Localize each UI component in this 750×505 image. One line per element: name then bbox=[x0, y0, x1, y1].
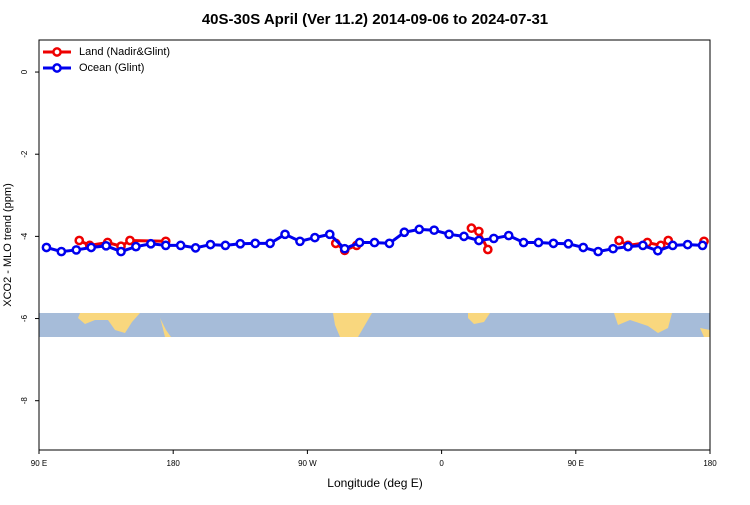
data-point bbox=[466, 223, 477, 234]
data-point bbox=[295, 236, 305, 247]
data-point bbox=[160, 240, 171, 251]
x-tick-label: 180 bbox=[167, 459, 181, 468]
legend-label: Ocean (Glint) bbox=[79, 62, 144, 74]
data-point bbox=[593, 246, 604, 257]
data-point bbox=[74, 235, 85, 246]
data-point bbox=[623, 241, 633, 252]
data-point bbox=[265, 238, 275, 249]
data-point bbox=[459, 231, 469, 242]
data-point bbox=[474, 235, 484, 246]
data-point bbox=[667, 240, 678, 251]
data-point bbox=[638, 240, 648, 251]
data-point bbox=[488, 233, 499, 244]
data-point bbox=[429, 225, 439, 236]
data-point bbox=[220, 240, 231, 251]
data-point bbox=[503, 230, 514, 241]
plot-frame bbox=[38, 39, 711, 451]
y-tick-label: -6 bbox=[20, 314, 29, 322]
chart-title: 40S-30S April (Ver 11.2) 2014-09-06 to 2… bbox=[202, 11, 548, 28]
data-point bbox=[518, 237, 529, 248]
data-point bbox=[614, 235, 624, 246]
legend-marker bbox=[52, 63, 62, 73]
x-tick-label: 90 E bbox=[31, 459, 47, 468]
data-point bbox=[354, 237, 365, 248]
x-axis-label: Longitude (deg E) bbox=[327, 476, 422, 490]
y-tick-label: -4 bbox=[20, 232, 29, 240]
data-point bbox=[414, 224, 425, 235]
y-tick-label: -8 bbox=[20, 397, 29, 405]
data-point bbox=[608, 243, 618, 254]
data-point bbox=[310, 232, 320, 243]
data-point bbox=[563, 238, 574, 249]
x-tick-label: 90 E bbox=[568, 459, 584, 468]
data-point bbox=[682, 239, 693, 250]
data-point bbox=[474, 226, 484, 237]
data-point bbox=[482, 244, 493, 255]
data-point bbox=[131, 241, 141, 252]
x-tick-label: 0 bbox=[439, 459, 444, 468]
data-point bbox=[86, 242, 97, 253]
data-point bbox=[384, 238, 395, 249]
data-point bbox=[578, 242, 589, 253]
data-point bbox=[71, 245, 82, 255]
data-point bbox=[41, 242, 52, 253]
x-tick-label: 180 bbox=[703, 459, 717, 468]
data-point bbox=[339, 243, 350, 254]
data-point bbox=[125, 235, 135, 246]
data-point bbox=[548, 238, 559, 249]
data-point bbox=[56, 246, 67, 257]
map-strip bbox=[39, 313, 710, 337]
data-point bbox=[369, 237, 380, 248]
data-point bbox=[652, 245, 663, 256]
data-point bbox=[101, 240, 111, 251]
data-point bbox=[116, 246, 126, 257]
data-point bbox=[175, 240, 186, 251]
data-point bbox=[697, 240, 708, 251]
y-tick-label: 0 bbox=[20, 69, 29, 74]
y-axis-label: XCO2 - MLO trend (ppm) bbox=[2, 183, 14, 306]
data-point bbox=[190, 243, 201, 253]
data-point bbox=[235, 238, 246, 249]
data-point bbox=[533, 237, 544, 248]
data-point bbox=[444, 229, 454, 240]
data-point bbox=[205, 239, 216, 250]
legend-marker bbox=[52, 47, 62, 57]
data-point bbox=[324, 229, 335, 240]
x-tick-label: 90 W bbox=[298, 459, 317, 468]
data-point bbox=[145, 238, 156, 249]
data-point bbox=[250, 238, 261, 249]
data-point bbox=[280, 229, 290, 240]
data-point bbox=[399, 227, 410, 238]
y-tick-label: -2 bbox=[20, 150, 29, 158]
legend-label: Land (Nadir&Glint) bbox=[79, 46, 170, 58]
